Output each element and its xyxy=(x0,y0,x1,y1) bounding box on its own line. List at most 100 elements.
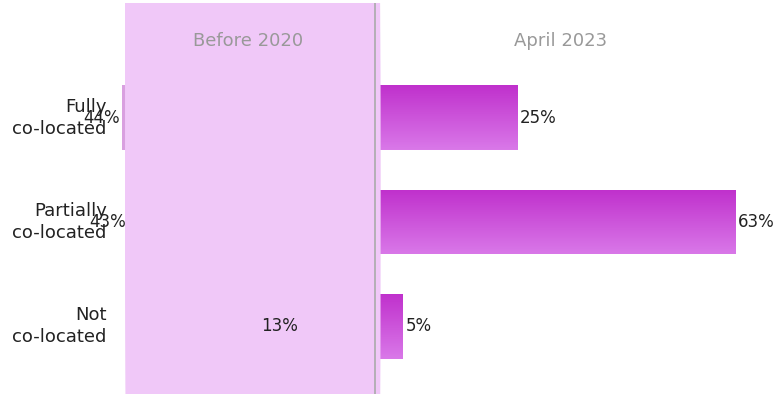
Circle shape xyxy=(237,0,248,397)
Circle shape xyxy=(157,0,169,397)
Circle shape xyxy=(327,0,338,397)
Bar xyxy=(375,337,404,338)
Text: Not
co-located: Not co-located xyxy=(13,306,107,347)
Circle shape xyxy=(167,0,178,397)
Bar xyxy=(375,217,737,218)
Circle shape xyxy=(184,0,196,397)
Bar xyxy=(375,193,737,194)
Bar xyxy=(375,205,737,206)
Circle shape xyxy=(235,0,246,397)
Circle shape xyxy=(369,0,380,397)
Circle shape xyxy=(351,0,363,397)
Circle shape xyxy=(192,0,204,397)
Circle shape xyxy=(142,0,152,397)
Text: 43%: 43% xyxy=(89,213,126,231)
Circle shape xyxy=(125,0,136,397)
Bar xyxy=(375,242,737,243)
Bar xyxy=(375,237,737,238)
Bar xyxy=(375,129,518,130)
Circle shape xyxy=(289,0,301,397)
Bar xyxy=(375,91,518,92)
Bar xyxy=(375,127,518,128)
Circle shape xyxy=(351,0,361,397)
Circle shape xyxy=(192,0,204,397)
Circle shape xyxy=(167,0,178,397)
Circle shape xyxy=(228,0,239,397)
Circle shape xyxy=(226,0,237,397)
Circle shape xyxy=(235,0,246,397)
Bar xyxy=(375,225,737,226)
Bar xyxy=(375,241,737,242)
Circle shape xyxy=(226,0,237,397)
Circle shape xyxy=(361,0,371,397)
Bar xyxy=(375,338,404,339)
Circle shape xyxy=(344,0,355,397)
Bar xyxy=(375,131,518,132)
Circle shape xyxy=(361,0,371,397)
Circle shape xyxy=(202,0,213,397)
Circle shape xyxy=(202,0,213,397)
Circle shape xyxy=(150,0,161,397)
Circle shape xyxy=(361,0,370,397)
Bar xyxy=(375,126,518,127)
Circle shape xyxy=(272,0,283,397)
Bar xyxy=(375,333,404,334)
Bar xyxy=(375,326,404,327)
Circle shape xyxy=(251,0,262,397)
Bar xyxy=(375,212,737,213)
Circle shape xyxy=(302,0,313,397)
Circle shape xyxy=(281,0,292,397)
Bar xyxy=(375,245,737,246)
Bar xyxy=(375,119,518,120)
Circle shape xyxy=(299,0,310,397)
Circle shape xyxy=(210,0,222,397)
Bar xyxy=(375,253,737,254)
Bar xyxy=(375,103,518,104)
Circle shape xyxy=(140,0,151,397)
Bar xyxy=(375,211,737,212)
Circle shape xyxy=(167,0,178,397)
Circle shape xyxy=(192,0,203,397)
Bar xyxy=(375,204,737,205)
Circle shape xyxy=(219,0,231,397)
Bar xyxy=(375,312,404,313)
Bar xyxy=(375,215,737,216)
Bar xyxy=(375,192,737,193)
Bar xyxy=(375,89,518,90)
Bar xyxy=(375,349,404,350)
Bar xyxy=(375,206,737,207)
Bar xyxy=(375,230,737,231)
Bar xyxy=(375,117,518,118)
Circle shape xyxy=(361,0,371,397)
Circle shape xyxy=(343,0,354,397)
Circle shape xyxy=(210,0,222,397)
Circle shape xyxy=(131,0,142,397)
Bar xyxy=(375,355,404,356)
Circle shape xyxy=(335,0,346,397)
Bar xyxy=(375,149,518,150)
Bar xyxy=(375,351,404,352)
Circle shape xyxy=(254,0,266,397)
Circle shape xyxy=(202,0,213,397)
Bar xyxy=(375,251,737,252)
Circle shape xyxy=(272,0,283,397)
Circle shape xyxy=(316,0,328,397)
Bar xyxy=(375,313,404,314)
Circle shape xyxy=(254,0,266,397)
Circle shape xyxy=(323,0,333,397)
Circle shape xyxy=(150,0,161,397)
Circle shape xyxy=(319,0,330,397)
Circle shape xyxy=(268,0,279,397)
Circle shape xyxy=(210,0,221,397)
Bar xyxy=(375,330,404,331)
Circle shape xyxy=(260,0,271,397)
Bar xyxy=(375,232,737,233)
Bar xyxy=(375,95,518,96)
Circle shape xyxy=(361,0,371,397)
Circle shape xyxy=(289,0,301,397)
Bar xyxy=(375,247,737,248)
Circle shape xyxy=(254,0,266,397)
Circle shape xyxy=(304,0,314,397)
Bar xyxy=(375,228,737,229)
Bar xyxy=(375,234,737,235)
